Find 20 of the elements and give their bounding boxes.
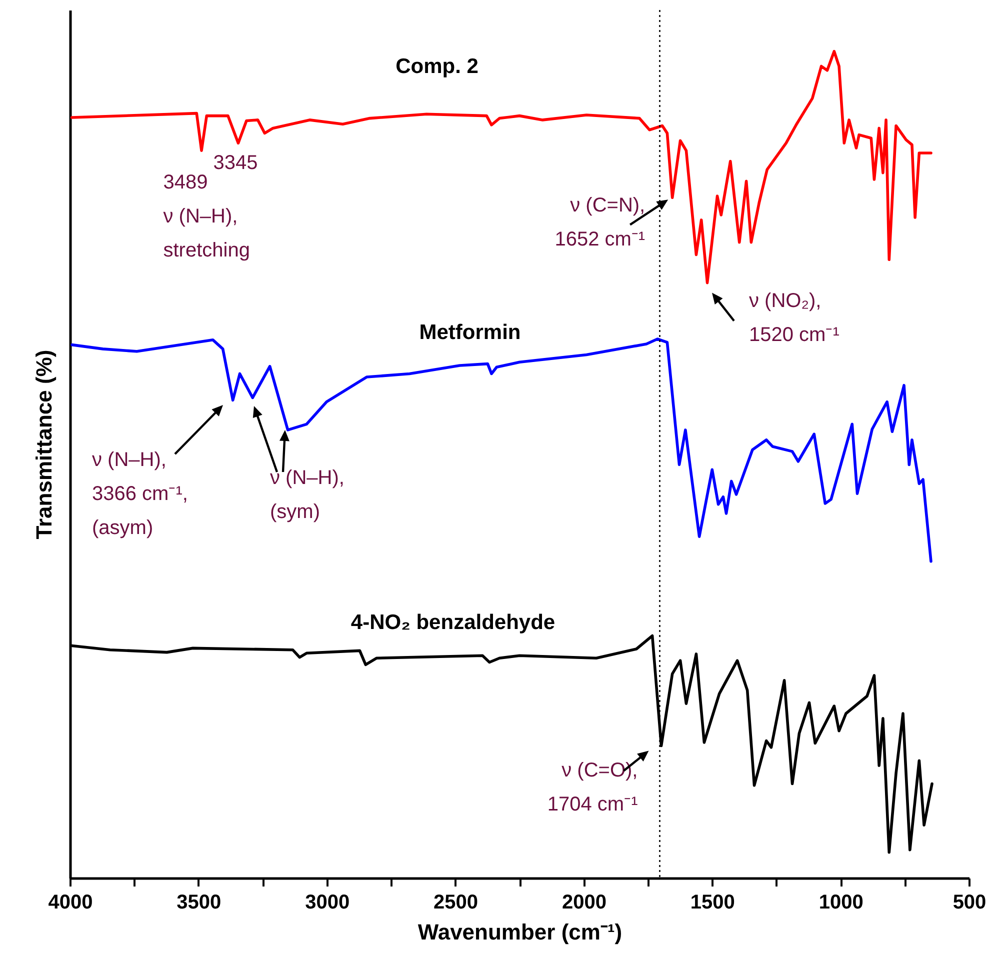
x-tick-label: 1000: [818, 892, 864, 914]
x-tick-label: 2500: [434, 892, 478, 914]
y-axis-title: Transmittance (%): [32, 350, 56, 540]
x-tick-label: 1500: [690, 892, 735, 914]
x-tick-label: 2000: [562, 892, 606, 914]
series-label: 4-NO₂ benzaldehyde: [350, 611, 556, 634]
series-label: Metformin: [419, 321, 521, 344]
x-tick-label: 3000: [305, 892, 350, 914]
x-tick-label: 4000: [48, 892, 93, 914]
annotation: ν (N–H), (sym): [270, 467, 344, 523]
series-label: Comp. 2: [396, 55, 478, 78]
x-tick-label: 500: [952, 892, 986, 914]
annotation: ν (C=O), 1704 cm⁻¹: [547, 760, 638, 816]
annotation: ν (N–H), 3366 cm⁻¹, (asym): [92, 449, 188, 539]
annotation: ν (C=N), 1652 cm⁻¹: [554, 194, 646, 251]
annotation: ν (NO₂), 1520 cm⁻¹: [749, 290, 840, 346]
annotation: 3345: [213, 152, 258, 174]
annotation: 3489 ν (N–H), stretching: [163, 172, 250, 262]
x-tick-label: 3500: [176, 892, 222, 914]
x-axis-title: Wavenumber (cm⁻¹): [418, 920, 622, 944]
